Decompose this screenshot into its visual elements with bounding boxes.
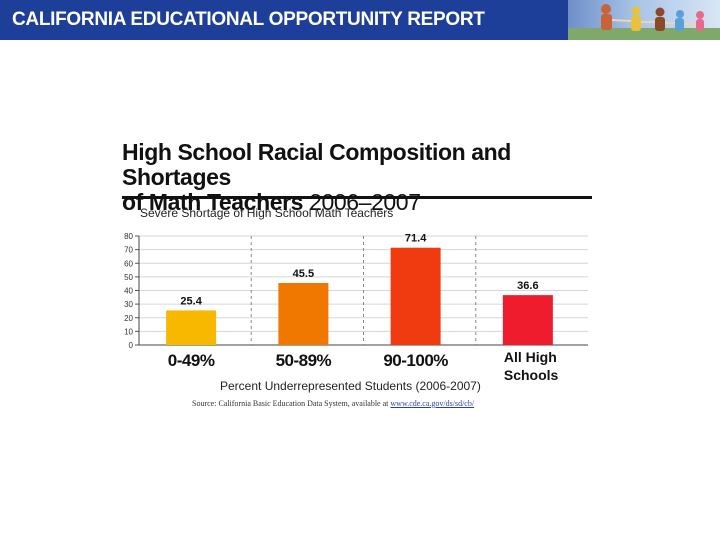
chart-heading: High School Racial Composition and Short… [122,140,602,215]
data-label: 71.4 [405,233,427,245]
chart-heading-line1: High School Racial Composition and Short… [122,139,511,190]
y-tick-label: 60 [124,259,133,268]
data-label: 36.6 [517,280,538,292]
y-tick-label: 80 [124,232,133,241]
source-text: Source: California Basic Education Data … [192,399,389,408]
category-label: 90-100% [383,351,448,370]
chart-heading-line2-text: of Math Teachers [122,189,304,215]
y-tick-label: 20 [124,314,133,323]
data-label: 45.5 [293,268,314,280]
y-tick-label: 40 [124,287,133,296]
y-tick-label: 30 [124,300,133,309]
source-note: Source: California Basic Education Data … [192,399,474,408]
data-label: 25.4 [180,295,202,307]
children-silhouettes [568,4,720,40]
x-axis-label: Percent Underrepresented Students (2006-… [220,379,481,393]
bar [278,283,329,345]
source-link[interactable]: www.cde.ca.gov/ds/sd/cb/ [390,399,475,408]
y-tick-label: 70 [124,246,133,255]
chart-heading-line2: of Math Teachers 2006–2007 [122,190,602,215]
category-label: 0-49% [168,351,215,370]
bar [166,310,217,345]
children-running-photo [568,0,720,40]
y-tick-label: 0 [129,341,134,350]
title-divider [122,196,592,199]
chart-heading-years: 2006–2007 [309,189,421,215]
bar [502,295,553,345]
header-banner: CALIFORNIA EDUCATIONAL OPPORTUNITY REPOR… [0,0,720,40]
category-label: 50-89% [276,351,332,370]
chart-subtitle: Severe Shortage of High School Math Teac… [140,206,394,220]
category-label: All High [504,349,557,365]
category-label: Schools [504,367,559,383]
bar [390,247,441,345]
y-tick-label: 50 [124,273,133,282]
y-tick-label: 10 [124,327,133,336]
report-title: CALIFORNIA EDUCATIONAL OPPORTUNITY REPOR… [12,9,485,30]
